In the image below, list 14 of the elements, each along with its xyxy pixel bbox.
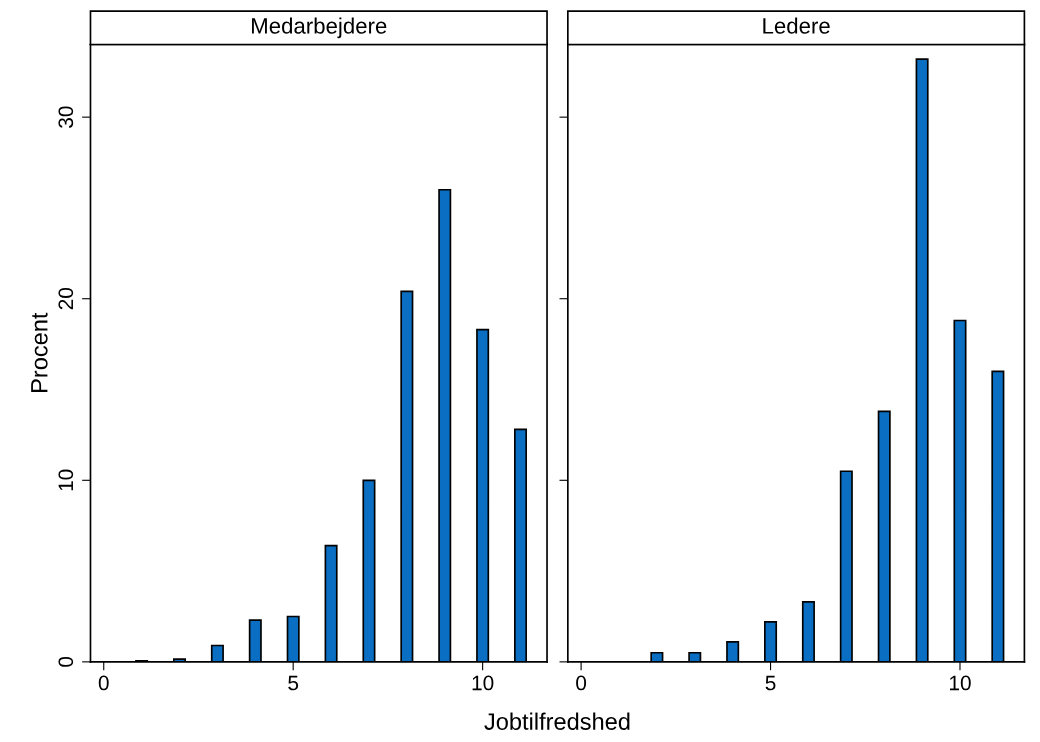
- x-tick-label: 10: [472, 675, 494, 691]
- x-tick-label: 10: [949, 675, 971, 691]
- x-tick-label: 5: [765, 675, 776, 691]
- y-tick-label: 20: [58, 287, 74, 310]
- x-tick-label: 5: [288, 675, 299, 691]
- y-tick-label: 30: [58, 106, 74, 128]
- y-tick-label: 10: [58, 469, 74, 491]
- y-tick-label: 0: [58, 656, 74, 667]
- chart-title: Ledere: [763, 17, 830, 34]
- y-axis-title: Procent: [31, 312, 48, 392]
- x-tick-label: 0: [576, 675, 587, 691]
- chart-title: Medarbejdere: [252, 17, 387, 39]
- x-tick-label: 0: [98, 675, 109, 691]
- x-axis-title: Jobtilfredshed: [484, 712, 630, 730]
